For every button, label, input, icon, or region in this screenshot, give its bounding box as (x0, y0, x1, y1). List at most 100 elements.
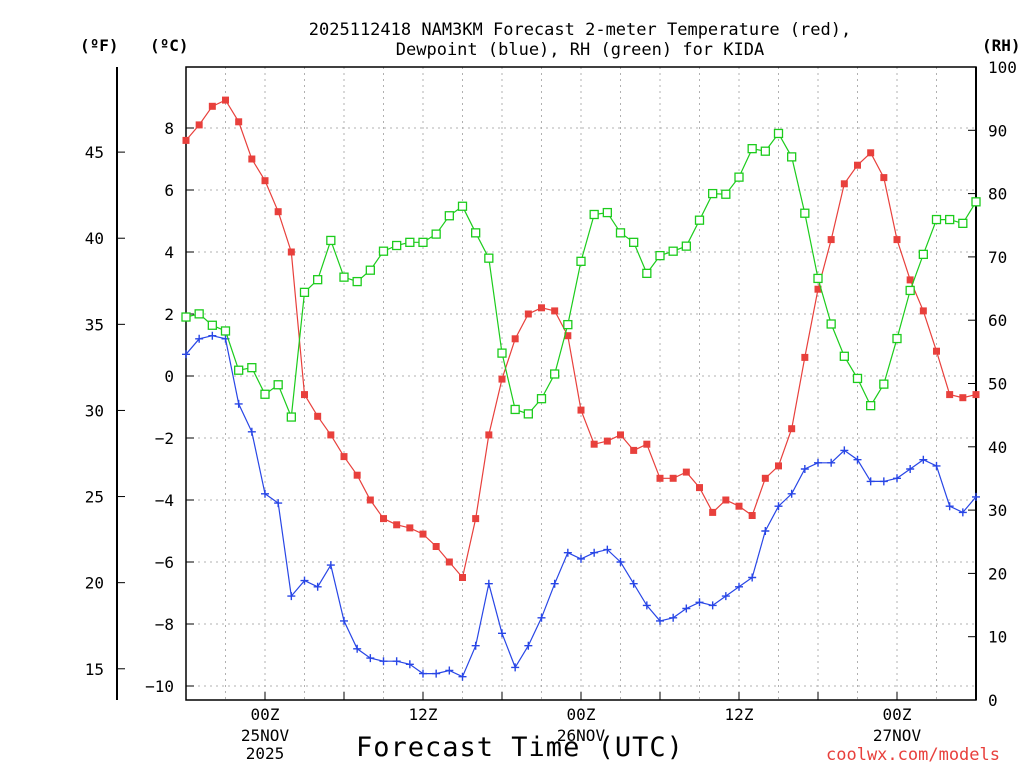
dewpoint-point (866, 477, 875, 486)
rh-point (510, 404, 520, 415)
dewpoint-point (511, 663, 520, 672)
dewpoint-point (484, 579, 493, 588)
dewpoint-point (261, 489, 269, 498)
rh-point (220, 326, 231, 336)
temperature-point (511, 335, 519, 343)
temperature-point (854, 161, 861, 169)
temperature-point (630, 446, 638, 454)
fahrenheit-axis-unit: (ºF) (80, 36, 119, 55)
rh-point (879, 379, 889, 389)
temperature-point (946, 391, 954, 399)
series-layer (181, 96, 981, 681)
temperature-point (432, 543, 440, 550)
celsius-tick-label: −2 (155, 429, 174, 448)
temperature-point (287, 248, 295, 256)
temperature-point (524, 310, 532, 318)
temperature-point (472, 515, 480, 523)
temperature-point (617, 431, 624, 439)
temperature-point (393, 521, 401, 529)
dewpoint-point (234, 399, 243, 408)
dewpoint-point (945, 502, 954, 511)
dewpoint-point (577, 554, 585, 563)
dewpoint-point (313, 582, 322, 591)
rh-point (813, 273, 823, 284)
dewpoint-point (958, 508, 967, 517)
rh-point (602, 207, 612, 218)
rh-point (536, 394, 547, 404)
rh-point (668, 246, 678, 256)
axes: −10 −8 −6 −4 −2 0 2 4 6 8 15 20 25 30 35 40 45 0 10 20 30 40 5… (85, 58, 1017, 710)
temperature-point (314, 412, 322, 420)
dewpoint-point (800, 465, 809, 473)
celsius-tick-label: 6 (164, 181, 174, 200)
rh-point (615, 228, 626, 238)
dewpoint-point (906, 465, 915, 473)
fahrenheit-tick-label: 40 (85, 229, 104, 248)
dewpoint-point (208, 331, 217, 340)
dewpoint-point (537, 613, 546, 622)
rh-tick-label: 80 (988, 185, 1007, 204)
temperature-point (564, 332, 572, 340)
dewpoint-point (274, 499, 283, 508)
temperature-point (182, 136, 190, 144)
dewpoint-point (445, 666, 454, 675)
dewpoint-point (669, 613, 678, 622)
dewpoint-point (366, 654, 375, 663)
rh-point (839, 351, 849, 361)
temperature-point (340, 453, 348, 461)
rh-point (971, 197, 981, 207)
rh-point (866, 401, 876, 411)
rh-point (852, 373, 863, 384)
temperature-point (840, 180, 848, 188)
rh-tick-label: 0 (988, 691, 998, 710)
celsius-tick-label: −6 (155, 553, 174, 572)
rh-point (444, 211, 454, 221)
chart-title-line1: 2025112418 NAM3KM Forecast 2-meter Tempe… (308, 20, 852, 40)
temperature-point (590, 440, 598, 448)
dewpoint-point (708, 601, 717, 610)
rh-point (629, 237, 639, 247)
dewpoint-point (195, 334, 204, 343)
dewpoint-point (853, 455, 862, 464)
temperature-point (959, 394, 967, 402)
rh-point (181, 312, 191, 322)
temperature-point (643, 440, 651, 448)
rh-tick-label: 20 (988, 564, 1007, 583)
rh-point (273, 380, 283, 390)
temperature-point (222, 96, 229, 104)
x-tick-label: 00Z (250, 705, 280, 724)
rh-point (523, 409, 533, 419)
fahrenheit-tick-label: 15 (85, 660, 104, 679)
rh-point (905, 285, 915, 296)
dewpoint-point (432, 669, 441, 678)
rh-point (326, 235, 336, 246)
temperature-point (603, 437, 611, 445)
rh-point (392, 240, 402, 251)
temperature-point (761, 474, 769, 482)
rh-tick-label: 90 (988, 121, 1007, 140)
x-tick-year: 2025 (245, 744, 285, 763)
rh-point (655, 250, 665, 261)
temperature-point (735, 502, 743, 510)
rh-point (721, 189, 731, 199)
rh-point (747, 144, 757, 154)
rh-point (787, 152, 797, 162)
temperature-point (261, 177, 269, 185)
rh-point (550, 369, 560, 379)
rh-tick-label: 30 (988, 501, 1007, 520)
celsius-axis-unit: (ºC) (150, 36, 189, 55)
dewpoint-point (814, 458, 822, 467)
rh-axis-unit: (RH) (982, 36, 1021, 55)
dewpoint-point (300, 576, 309, 585)
x-tick-date: 27NOV (872, 726, 922, 745)
dewpoint-point (182, 350, 190, 359)
rh-point (339, 272, 349, 282)
dewpoint-point (629, 579, 638, 588)
temperature-point (380, 515, 387, 523)
dewpoint-point (498, 629, 506, 638)
rh-point (352, 276, 362, 287)
dewpoint-point (326, 561, 335, 570)
dewpoint-point (840, 446, 849, 455)
celsius-tick-label: 0 (164, 367, 174, 386)
